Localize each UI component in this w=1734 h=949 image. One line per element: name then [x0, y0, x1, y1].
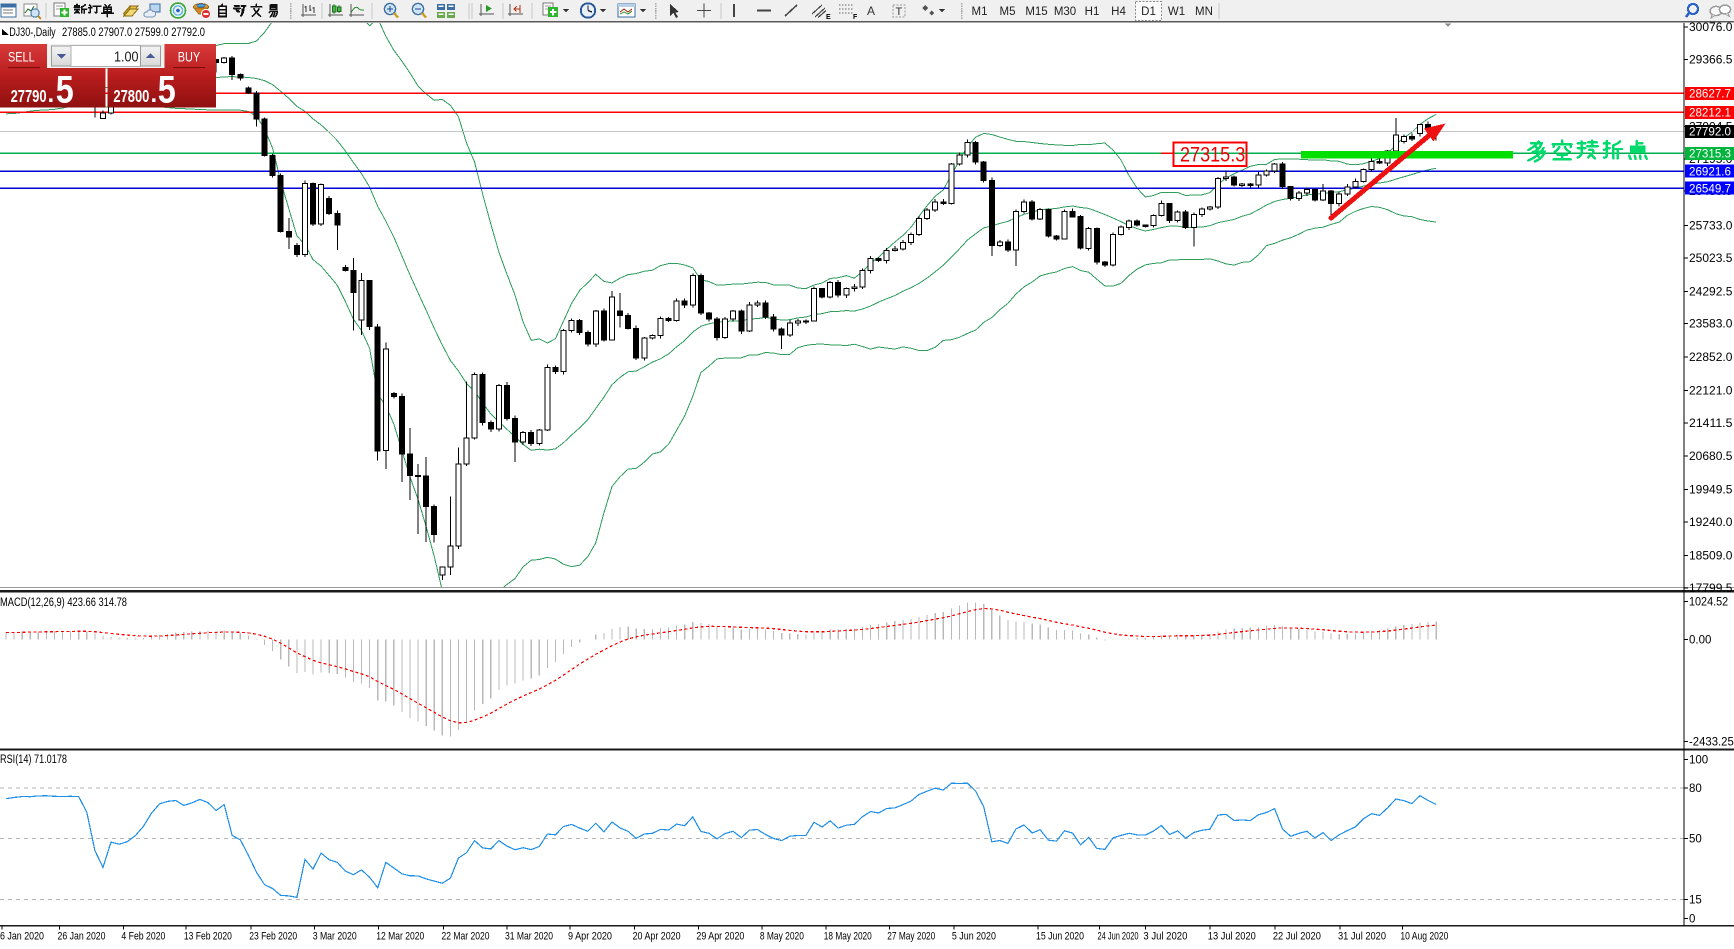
svg-text:20 Apr 2020: 20 Apr 2020 — [633, 931, 681, 943]
svg-text:29 Apr 2020: 29 Apr 2020 — [696, 931, 744, 943]
svg-text:F: F — [853, 14, 858, 21]
svg-text:-2433.25: -2433.25 — [1689, 737, 1734, 749]
svg-text:15: 15 — [1689, 895, 1702, 907]
svg-text:.: . — [151, 81, 158, 108]
svg-text:80: 80 — [1689, 783, 1702, 795]
svg-text:0: 0 — [1689, 914, 1695, 926]
svg-text:23 Feb 2020: 23 Feb 2020 — [249, 931, 297, 943]
svg-text:29366.5: 29366.5 — [1689, 55, 1732, 67]
svg-text:H4: H4 — [1111, 6, 1126, 18]
svg-text:A: A — [867, 4, 875, 18]
svg-text:E: E — [826, 14, 831, 21]
svg-text:M30: M30 — [1054, 6, 1076, 18]
svg-text:DJ30-,Daily: DJ30-,Daily — [9, 27, 56, 39]
svg-text:27800: 27800 — [113, 87, 149, 106]
svg-text:31 Jul 2020: 31 Jul 2020 — [1338, 931, 1386, 943]
svg-text:19949.5: 19949.5 — [1689, 485, 1732, 497]
svg-text:26 Jan 2020: 26 Jan 2020 — [58, 931, 106, 943]
svg-text:6 Jan 2020: 6 Jan 2020 — [0, 931, 44, 943]
svg-text:23583.0: 23583.0 — [1689, 319, 1732, 331]
svg-text:SELL: SELL — [8, 49, 35, 65]
svg-text:10 Aug 2020: 10 Aug 2020 — [1400, 931, 1448, 943]
svg-text:H1: H1 — [1085, 6, 1100, 18]
svg-text:22121.0: 22121.0 — [1689, 385, 1732, 397]
svg-text:1024.52: 1024.52 — [1689, 596, 1728, 608]
svg-text:50: 50 — [1689, 833, 1702, 845]
svg-text:26549.7: 26549.7 — [1689, 183, 1731, 195]
svg-text:M15: M15 — [1025, 6, 1047, 18]
svg-text:28212.1: 28212.1 — [1689, 108, 1731, 120]
svg-text:15 Jun 2020: 15 Jun 2020 — [1036, 931, 1084, 943]
svg-text:20680.5: 20680.5 — [1689, 451, 1732, 463]
svg-text:25733.0: 25733.0 — [1689, 221, 1732, 233]
svg-text:0.00: 0.00 — [1689, 634, 1711, 646]
svg-text:M1: M1 — [972, 6, 988, 18]
svg-text:30076.0: 30076.0 — [1689, 22, 1732, 34]
svg-text:5: 5 — [56, 68, 74, 112]
svg-text:5: 5 — [158, 68, 176, 112]
svg-text:22 Mar 2020: 22 Mar 2020 — [442, 931, 490, 943]
svg-text:8 May 2020: 8 May 2020 — [760, 931, 804, 943]
svg-text:4 Feb 2020: 4 Feb 2020 — [121, 931, 165, 943]
svg-text:25023.5: 25023.5 — [1689, 253, 1732, 265]
svg-text:31 Mar 2020: 31 Mar 2020 — [505, 931, 553, 943]
svg-text:26921.6: 26921.6 — [1689, 166, 1731, 178]
svg-text:13 Feb 2020: 13 Feb 2020 — [184, 931, 232, 943]
svg-text:100: 100 — [1689, 754, 1708, 766]
svg-text:24 Jun 2020: 24 Jun 2020 — [1098, 931, 1139, 943]
svg-text:5 Jun 2020: 5 Jun 2020 — [952, 931, 996, 943]
svg-text:22852.0: 22852.0 — [1689, 352, 1732, 364]
svg-text:W1: W1 — [1168, 6, 1185, 18]
svg-text:1.00: 1.00 — [114, 47, 139, 64]
svg-text:28627.7: 28627.7 — [1689, 89, 1731, 101]
svg-text:MN: MN — [1195, 6, 1213, 18]
svg-text:D1: D1 — [1141, 6, 1156, 18]
svg-text:27315.3: 27315.3 — [1180, 143, 1245, 167]
svg-text:12 Mar 2020: 12 Mar 2020 — [376, 931, 424, 943]
svg-text:27315.3: 27315.3 — [1689, 149, 1731, 161]
svg-text:9 Apr 2020: 9 Apr 2020 — [568, 931, 612, 943]
svg-text:3 Mar 2020: 3 Mar 2020 — [313, 931, 357, 943]
svg-text:18509.0: 18509.0 — [1689, 550, 1732, 562]
svg-text:27885.0 27907.0 27599.0 27792.: 27885.0 27907.0 27599.0 27792.0 — [62, 27, 205, 39]
svg-text:22 Jul 2020: 22 Jul 2020 — [1273, 931, 1321, 943]
svg-text:17799.5: 17799.5 — [1689, 583, 1732, 595]
svg-text:21411.5: 21411.5 — [1689, 418, 1732, 430]
svg-text:.: . — [48, 81, 55, 108]
svg-text:RSI(14) 71.0178: RSI(14) 71.0178 — [0, 754, 67, 766]
svg-text:27 May 2020: 27 May 2020 — [887, 931, 935, 943]
svg-text:18 May 2020: 18 May 2020 — [824, 931, 872, 943]
svg-text:MACD(12,26,9) 423.66 314.78: MACD(12,26,9) 423.66 314.78 — [0, 597, 127, 609]
svg-text:3 Jul 2020: 3 Jul 2020 — [1143, 931, 1187, 943]
svg-text:27790: 27790 — [11, 87, 47, 106]
svg-text:19240.0: 19240.0 — [1689, 517, 1732, 529]
svg-text:24292.5: 24292.5 — [1689, 286, 1732, 298]
svg-text:M5: M5 — [1000, 6, 1016, 18]
svg-text:BUY: BUY — [178, 49, 201, 65]
svg-text:13 Jul 2020: 13 Jul 2020 — [1208, 931, 1256, 943]
svg-text:27792.0: 27792.0 — [1689, 127, 1731, 139]
svg-text:T: T — [896, 6, 903, 18]
